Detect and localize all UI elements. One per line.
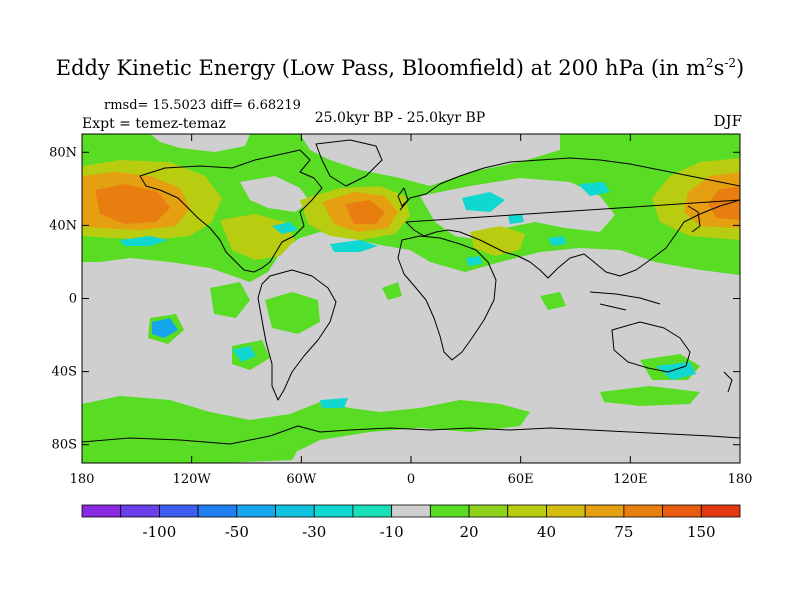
contour-cyan-namerica (272, 222, 298, 234)
colorbar-label: -30 (302, 523, 326, 541)
colorbar-box (352, 504, 393, 518)
lon-tick-label: 180 (728, 472, 753, 487)
contour-gray-namerica (240, 176, 310, 212)
colorbar-box (507, 504, 547, 518)
coastline-new-zealand (723, 371, 733, 393)
colorbar-box (236, 504, 276, 518)
coastline-africa (397, 235, 497, 361)
axis-ticks: 80N 40N 0 40S 80S 180 120W 60W 0 60E 120E 180 (49, 134, 752, 487)
contour-cyan-europe (462, 192, 505, 212)
lon-tick-label: 120E (613, 472, 647, 487)
colorbar-box (429, 504, 470, 518)
contour-gray-eurasia (420, 178, 615, 240)
stats-label: rmsd= 15.5023 diff= 6.68219 (104, 98, 301, 113)
coastline-antarctica (82, 425, 740, 445)
colorbar-label: 40 (537, 523, 556, 541)
colorbar-box (468, 504, 509, 518)
contour-orange-pacific-east (708, 186, 740, 220)
contour-green-tropic-1 (210, 282, 250, 318)
colorbar-label: 75 (614, 523, 633, 541)
lon-tick-label: 120W (173, 472, 212, 487)
contour-lightblue-pacific (152, 318, 178, 338)
lat-tick-label: 40N (49, 218, 77, 233)
contour-green-tropic-2 (265, 292, 320, 334)
lon-tick-label: 0 (407, 472, 415, 487)
contour-cyan-pacific-south (232, 346, 256, 362)
lon-tick-label: 60E (508, 472, 534, 487)
contour-cyan-india (548, 236, 566, 246)
coastline-australia (611, 321, 691, 373)
contour-gray-arctic (300, 134, 560, 186)
colorbar-box (313, 504, 354, 518)
lon-tick-label: 180 (70, 472, 95, 487)
colorbar-box (700, 504, 741, 518)
colorbar-label: -100 (143, 523, 177, 541)
coastline-south-america (257, 269, 337, 401)
lat-tick-label: 80N (49, 145, 77, 160)
colorbar-box (623, 504, 663, 518)
contour-orange-pacific (95, 184, 170, 224)
colorbar-box (546, 504, 586, 518)
coastline-indonesia (589, 291, 661, 311)
contour-yellowgreen-asia (470, 226, 525, 256)
map-plot-area (82, 134, 740, 463)
coastline-uk (397, 187, 409, 207)
colorbar-box (197, 504, 238, 518)
colorbar-label: -50 (225, 523, 249, 541)
plot-title: Eddy Kinetic Energy (Low Pass, Bloomfiel… (55, 56, 745, 80)
coastline-japan (687, 205, 701, 233)
colorbar-label: 20 (460, 523, 479, 541)
contour-cyan-eurasia-2 (508, 214, 524, 224)
contour-cyan-atlantic (330, 240, 378, 252)
colorbar-box (391, 504, 431, 518)
lat-tick-label: 0 (69, 292, 77, 307)
contour-cyan-russia (578, 182, 610, 196)
coastline-north-america (139, 149, 323, 273)
colorbar-label: -10 (380, 523, 404, 541)
coastline-eurasia (399, 157, 740, 279)
contour-green-tropic-3 (382, 282, 402, 300)
lat-tick-label: 40S (52, 365, 77, 380)
contour-cyan-africa (466, 256, 482, 266)
lat-tick-label: 80S (52, 438, 77, 453)
colorbar-box (275, 504, 315, 518)
colorbar-box (159, 504, 199, 518)
coastlines (82, 139, 740, 445)
coastline-greenland (315, 139, 383, 187)
contour-cyan-southern (320, 398, 348, 408)
contour-green-southern-2 (82, 436, 300, 463)
experiment-label: Expt = temez-temaz (82, 116, 226, 132)
contour-green-australia-south (600, 386, 700, 406)
contour-orange-atlantic (345, 200, 385, 224)
colorbar-box (662, 504, 702, 518)
colorbar-box (584, 504, 625, 518)
colorbar-label: 150 (687, 523, 716, 541)
contour-gray-arctic-2 (150, 134, 250, 152)
period-label: 25.0kyr BP - 25.0kyr BP (314, 110, 486, 126)
colorbar-box (81, 504, 122, 518)
colorbar: -100 -50 -30 -10 20 40 75 150 (81, 504, 741, 541)
lon-tick-label: 60W (286, 472, 317, 487)
season-label: DJF (713, 112, 742, 130)
colorbar-box (120, 504, 160, 518)
contour-green-tropic-7 (540, 292, 566, 310)
contour-cyan-pacific (120, 236, 168, 246)
